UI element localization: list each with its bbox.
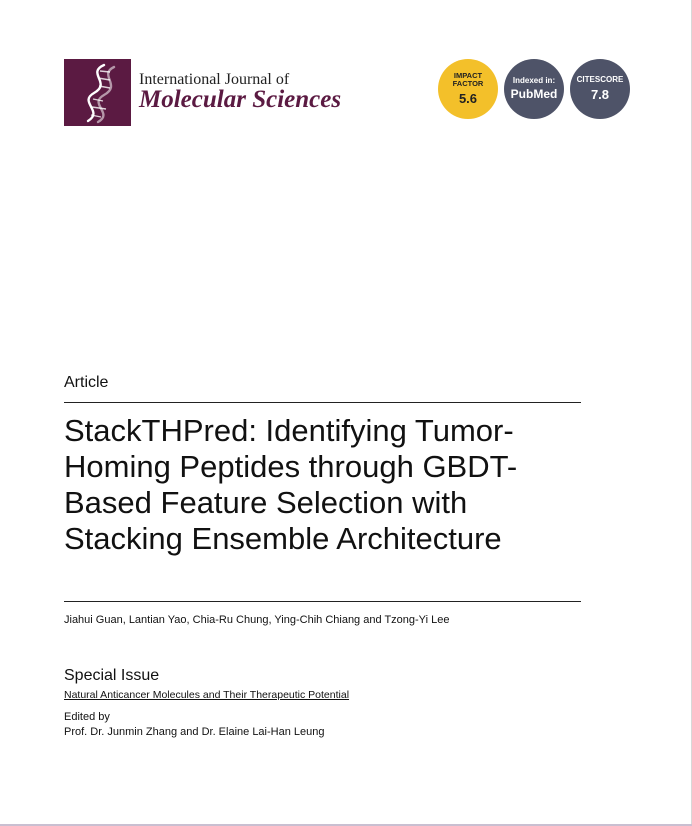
indexed-value: PubMed (510, 87, 558, 102)
title-line-2: Homing Peptides through GBDT- (64, 449, 518, 484)
edited-by-label: Edited by (64, 711, 110, 723)
journal-name-line2: Molecular Sciences (139, 86, 342, 113)
title-line-1: StackTHPred: Identifying Tumor- (64, 413, 514, 448)
special-issue-link[interactable]: Natural Anticancer Molecules and Their T… (64, 689, 350, 701)
editors-names: Prof. Dr. Junmin Zhang and Dr. Elaine La… (64, 726, 325, 738)
citescore-badge[interactable]: CITESCORE 7.8 (570, 59, 630, 119)
article-type: Article (64, 374, 109, 391)
author-list: Jiahui Guan, Lantian Yao, Chia-Ru Chung,… (64, 614, 450, 626)
citescore-label: CITESCORE (576, 74, 624, 84)
title-line-4: Stacking Ensemble Architecture (64, 521, 502, 556)
citescore-value: 7.8 (590, 87, 610, 103)
journal-logo-dna-icon (64, 59, 131, 126)
impact-factor-badge[interactable]: IMPACT FACTOR 5.6 (438, 59, 498, 119)
title-line-3: Based Feature Selection with (64, 485, 468, 520)
journal-name-line1: International Journal of (139, 71, 290, 88)
pubmed-badge[interactable]: Indexed in: PubMed (504, 59, 564, 119)
indexed-label: Indexed in: (512, 76, 556, 85)
article-title: StackTHPred: Identifying Tumor- Homing P… (64, 413, 584, 557)
special-issue-heading: Special Issue (64, 667, 160, 684)
impact-factor-value: 5.6 (458, 91, 478, 107)
impact-factor-label-1: IMPACT (453, 71, 483, 81)
divider-bottom (64, 601, 581, 602)
page-bottom-border (0, 824, 692, 826)
impact-factor-label-2: FACTOR (452, 79, 484, 89)
divider-top (64, 402, 581, 403)
